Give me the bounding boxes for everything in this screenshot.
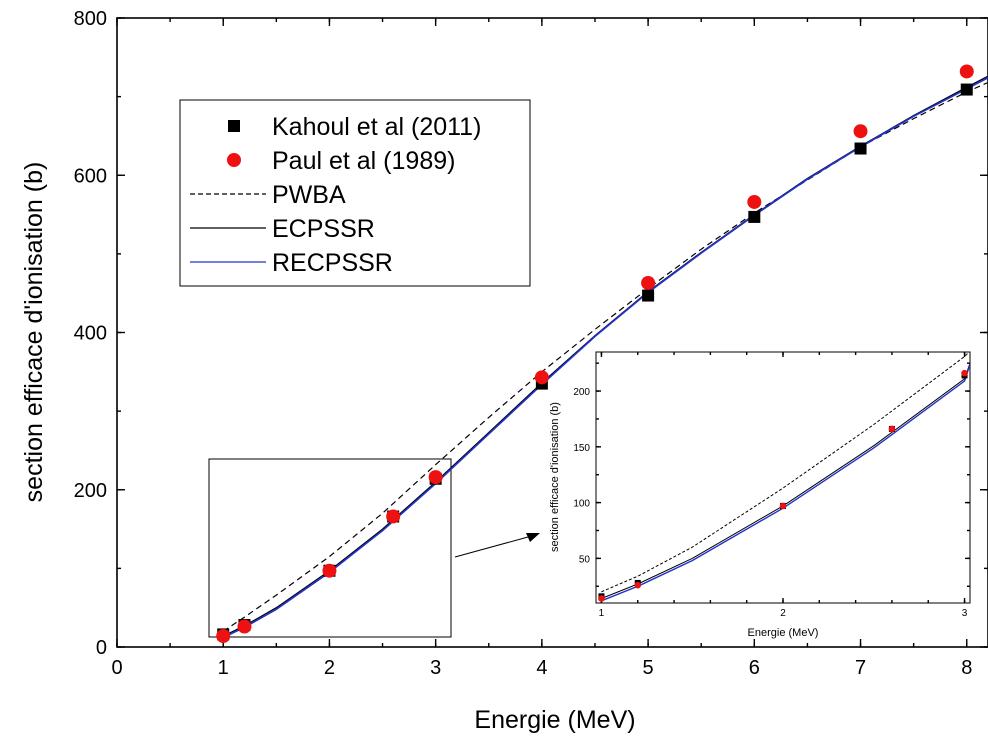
main-marker-paul-et-al-1989 xyxy=(641,275,656,290)
inset-marker-paul-et-al-1989 xyxy=(961,369,968,377)
inset-y-axis-label: section efficace d'ionisation (b) xyxy=(549,402,561,552)
main-marker-paul-et-al-1989 xyxy=(428,470,443,485)
main-marker-kahoul-et-al-2011 xyxy=(960,83,973,96)
main-x-axis-label: Energie (MeV) xyxy=(474,706,635,734)
inset-x-axis-label: Energie (MeV) xyxy=(748,627,819,639)
main-x-tick-label: 3 xyxy=(430,657,441,679)
inset-marker-paul-et-al-1989 xyxy=(779,502,787,510)
legend-item-ecpssr: ECPSSR xyxy=(190,215,375,243)
main-x-tick-label: 6 xyxy=(749,657,760,679)
main-chart: 0 1 2 3 4 5 6 7 8 0 200 400 600 800 Energie (MeV) sec… xyxy=(20,8,988,734)
main-series-markers xyxy=(216,64,974,643)
main-x-tick-label: 0 xyxy=(111,657,122,679)
main-x-tick-label: 8 xyxy=(961,657,972,679)
legend-label-kahoul-et-al-2011: Kahoul et al (2011) xyxy=(272,113,481,141)
legend-label-paul-et-al-1989: Paul et al (1989) xyxy=(272,147,455,175)
legend-item-kahoul-et-al-2011: Kahoul et al (2011) xyxy=(228,113,481,141)
inset-tick-labels: 1 2 3 50 100 150 200 xyxy=(573,387,967,619)
main-marker-paul-et-al-1989 xyxy=(237,619,252,634)
legend-item-recpssr: RECPSSR xyxy=(190,249,393,277)
main-marker-paul-et-al-1989 xyxy=(747,194,762,209)
main-line-recpssr xyxy=(222,77,988,639)
main-y-tick-label: 600 xyxy=(74,165,107,187)
legend-label-pwba: PWBA xyxy=(272,181,346,209)
inset-x-tick-label: 1 xyxy=(599,608,605,619)
inset-x-tick-label: 2 xyxy=(780,608,786,619)
main-marker-paul-et-al-1989 xyxy=(534,370,549,385)
inset-y-tick-label: 150 xyxy=(573,443,590,454)
inset-y-tick-label: 100 xyxy=(573,499,590,510)
main-marker-kahoul-et-al-2011 xyxy=(642,289,655,302)
main-marker-paul-et-al-1989 xyxy=(853,124,868,139)
main-marker-kahoul-et-al-2011 xyxy=(854,142,867,155)
main-y-tick-label: 200 xyxy=(74,480,107,502)
main-x-tick-label: 2 xyxy=(324,657,335,679)
main-marker-paul-et-al-1989 xyxy=(386,509,401,524)
inset-y-tick-label: 200 xyxy=(573,387,590,398)
main-x-tick-label: 1 xyxy=(218,657,229,679)
inset-marker-paul-et-al-1989 xyxy=(888,425,896,433)
zoom-arrow xyxy=(454,533,540,558)
legend-swatch-kahoul-et-al-2011 xyxy=(228,120,240,132)
main-x-tick-label: 4 xyxy=(536,657,547,679)
legend-item-pwba: PWBA xyxy=(190,181,346,209)
legend-label-recpssr: RECPSSR xyxy=(272,249,393,277)
main-y-tick-label: 800 xyxy=(74,8,107,30)
main-tick-labels: 0 1 2 3 4 5 6 7 8 0 200 400 600 800 xyxy=(74,8,973,679)
zoom-arrowhead-icon xyxy=(526,533,540,542)
main-marker-kahoul-et-al-2011 xyxy=(748,210,761,223)
inset-background xyxy=(596,352,970,603)
legend-label-ecpssr: ECPSSR xyxy=(272,215,375,243)
inset-y-tick-label: 50 xyxy=(579,554,591,565)
main-y-axis-label: section efficace d'ionisation (b) xyxy=(20,162,48,503)
main-marker-paul-et-al-1989 xyxy=(216,628,231,643)
main-y-tick-label: 400 xyxy=(74,323,107,345)
main-x-tick-label: 5 xyxy=(643,657,654,679)
main-series-lines xyxy=(222,75,988,639)
main-x-tick-label: 7 xyxy=(855,657,866,679)
main-axis-ticks xyxy=(116,17,988,648)
inset-chart: 1 2 3 50 100 150 200 Energie (MeV) section eff… xyxy=(549,351,971,639)
legend-swatch-paul-et-al-1989 xyxy=(227,153,241,167)
main-marker-paul-et-al-1989 xyxy=(959,64,974,79)
zoom-region-box xyxy=(208,458,452,638)
inset-marker-paul-et-al-1989 xyxy=(634,581,642,589)
inset-marker-paul-et-al-1989 xyxy=(598,595,605,602)
legend: Kahoul et al (2011) Paul et al (1989) PWBA… xyxy=(179,99,531,287)
main-marker-paul-et-al-1989 xyxy=(322,563,337,578)
legend-item-paul-et-al-1989: Paul et al (1989) xyxy=(227,147,455,175)
inset-x-tick-label: 3 xyxy=(962,608,968,619)
main-y-tick-label: 0 xyxy=(96,637,107,659)
inset-series-markers xyxy=(598,369,968,602)
